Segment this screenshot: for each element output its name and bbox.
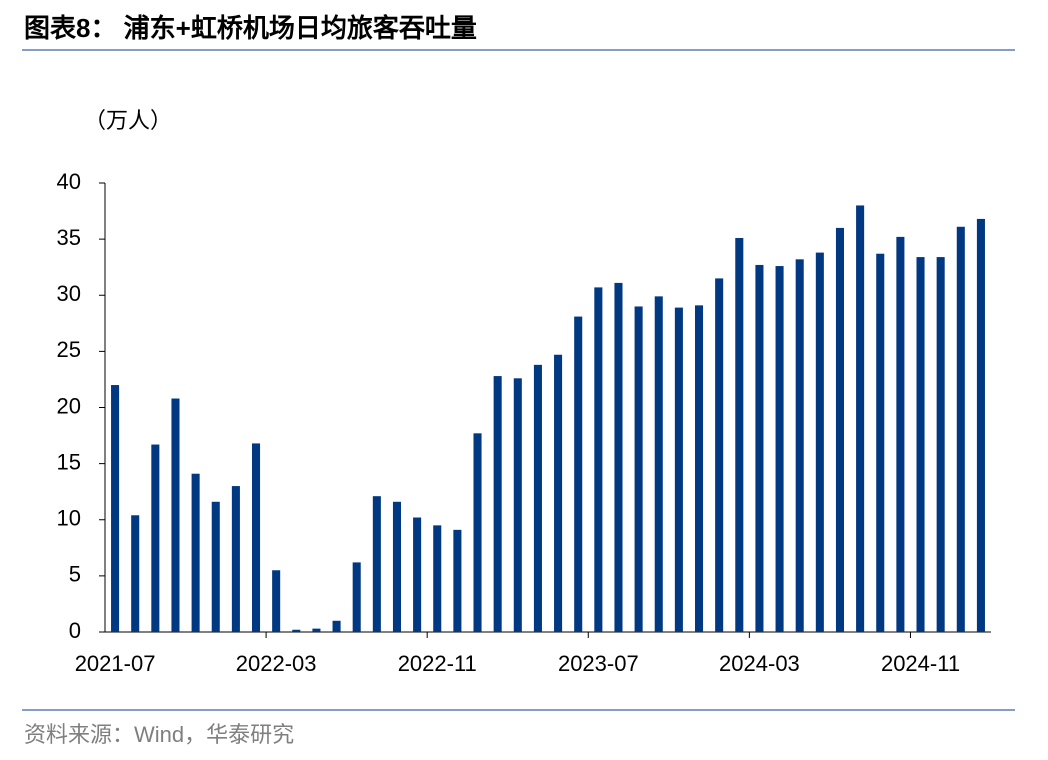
bar: [775, 266, 784, 632]
bar: [473, 433, 482, 632]
bar: [312, 628, 321, 632]
bar: [453, 529, 462, 632]
bar: [976, 218, 985, 633]
x-tick-label: 2022-11: [398, 651, 477, 676]
bar: [956, 226, 965, 632]
bar: [614, 282, 623, 632]
source-note: 资料来源：Wind，华泰研究: [24, 722, 294, 747]
y-tick-label: 35: [57, 225, 81, 250]
bar: [171, 398, 180, 632]
bar: [292, 629, 301, 632]
y-tick-label: 0: [69, 618, 81, 643]
bar: [191, 473, 200, 632]
bar: [876, 253, 885, 632]
bar: [151, 444, 160, 632]
bar: [251, 443, 261, 632]
bar: [735, 238, 744, 632]
bar: [413, 517, 422, 632]
bar: [896, 236, 905, 632]
bar: [352, 562, 361, 632]
bar: [755, 264, 764, 632]
y-tick-label: 30: [57, 281, 81, 306]
x-tick-label: 2023-07: [558, 651, 639, 676]
y-tick-label: 40: [57, 169, 81, 194]
bar: [211, 501, 220, 632]
bar: [111, 385, 120, 632]
bar: [433, 525, 442, 632]
x-tick-label: 2021-07: [75, 651, 156, 676]
y-tick-label: 5: [69, 562, 81, 587]
chart-title: 图表8： 浦东+虹桥机场日均旅客吞吐量: [24, 13, 477, 43]
bar: [916, 257, 925, 632]
bar: [272, 570, 281, 632]
bar: [594, 287, 603, 632]
bar: [574, 316, 583, 632]
bar: [131, 515, 140, 632]
bar: [634, 306, 643, 632]
bar: [493, 376, 502, 632]
x-tick-label: 2024-11: [881, 651, 960, 676]
bar: [654, 296, 663, 632]
bar: [372, 496, 381, 632]
bar: [715, 278, 724, 632]
bar: [392, 501, 402, 632]
bar: [694, 305, 704, 632]
bar: [856, 205, 865, 632]
bar: [332, 620, 341, 632]
bar: [835, 227, 845, 632]
bar: [795, 259, 804, 632]
y-tick-label: 15: [57, 449, 81, 474]
y-tick-label: 20: [57, 393, 81, 418]
y-tick-label: 10: [57, 506, 81, 531]
bar: [554, 354, 563, 632]
x-tick-label: 2022-03: [236, 651, 317, 676]
bar: [936, 257, 945, 632]
bar: [674, 307, 683, 632]
bar: [513, 378, 522, 632]
y-axis-unit: （万人）: [84, 108, 172, 133]
bar: [815, 252, 824, 632]
bar: [231, 486, 240, 632]
y-tick-label: 25: [57, 337, 81, 362]
x-tick-label: 2024-03: [719, 651, 800, 676]
bar: [533, 364, 542, 632]
